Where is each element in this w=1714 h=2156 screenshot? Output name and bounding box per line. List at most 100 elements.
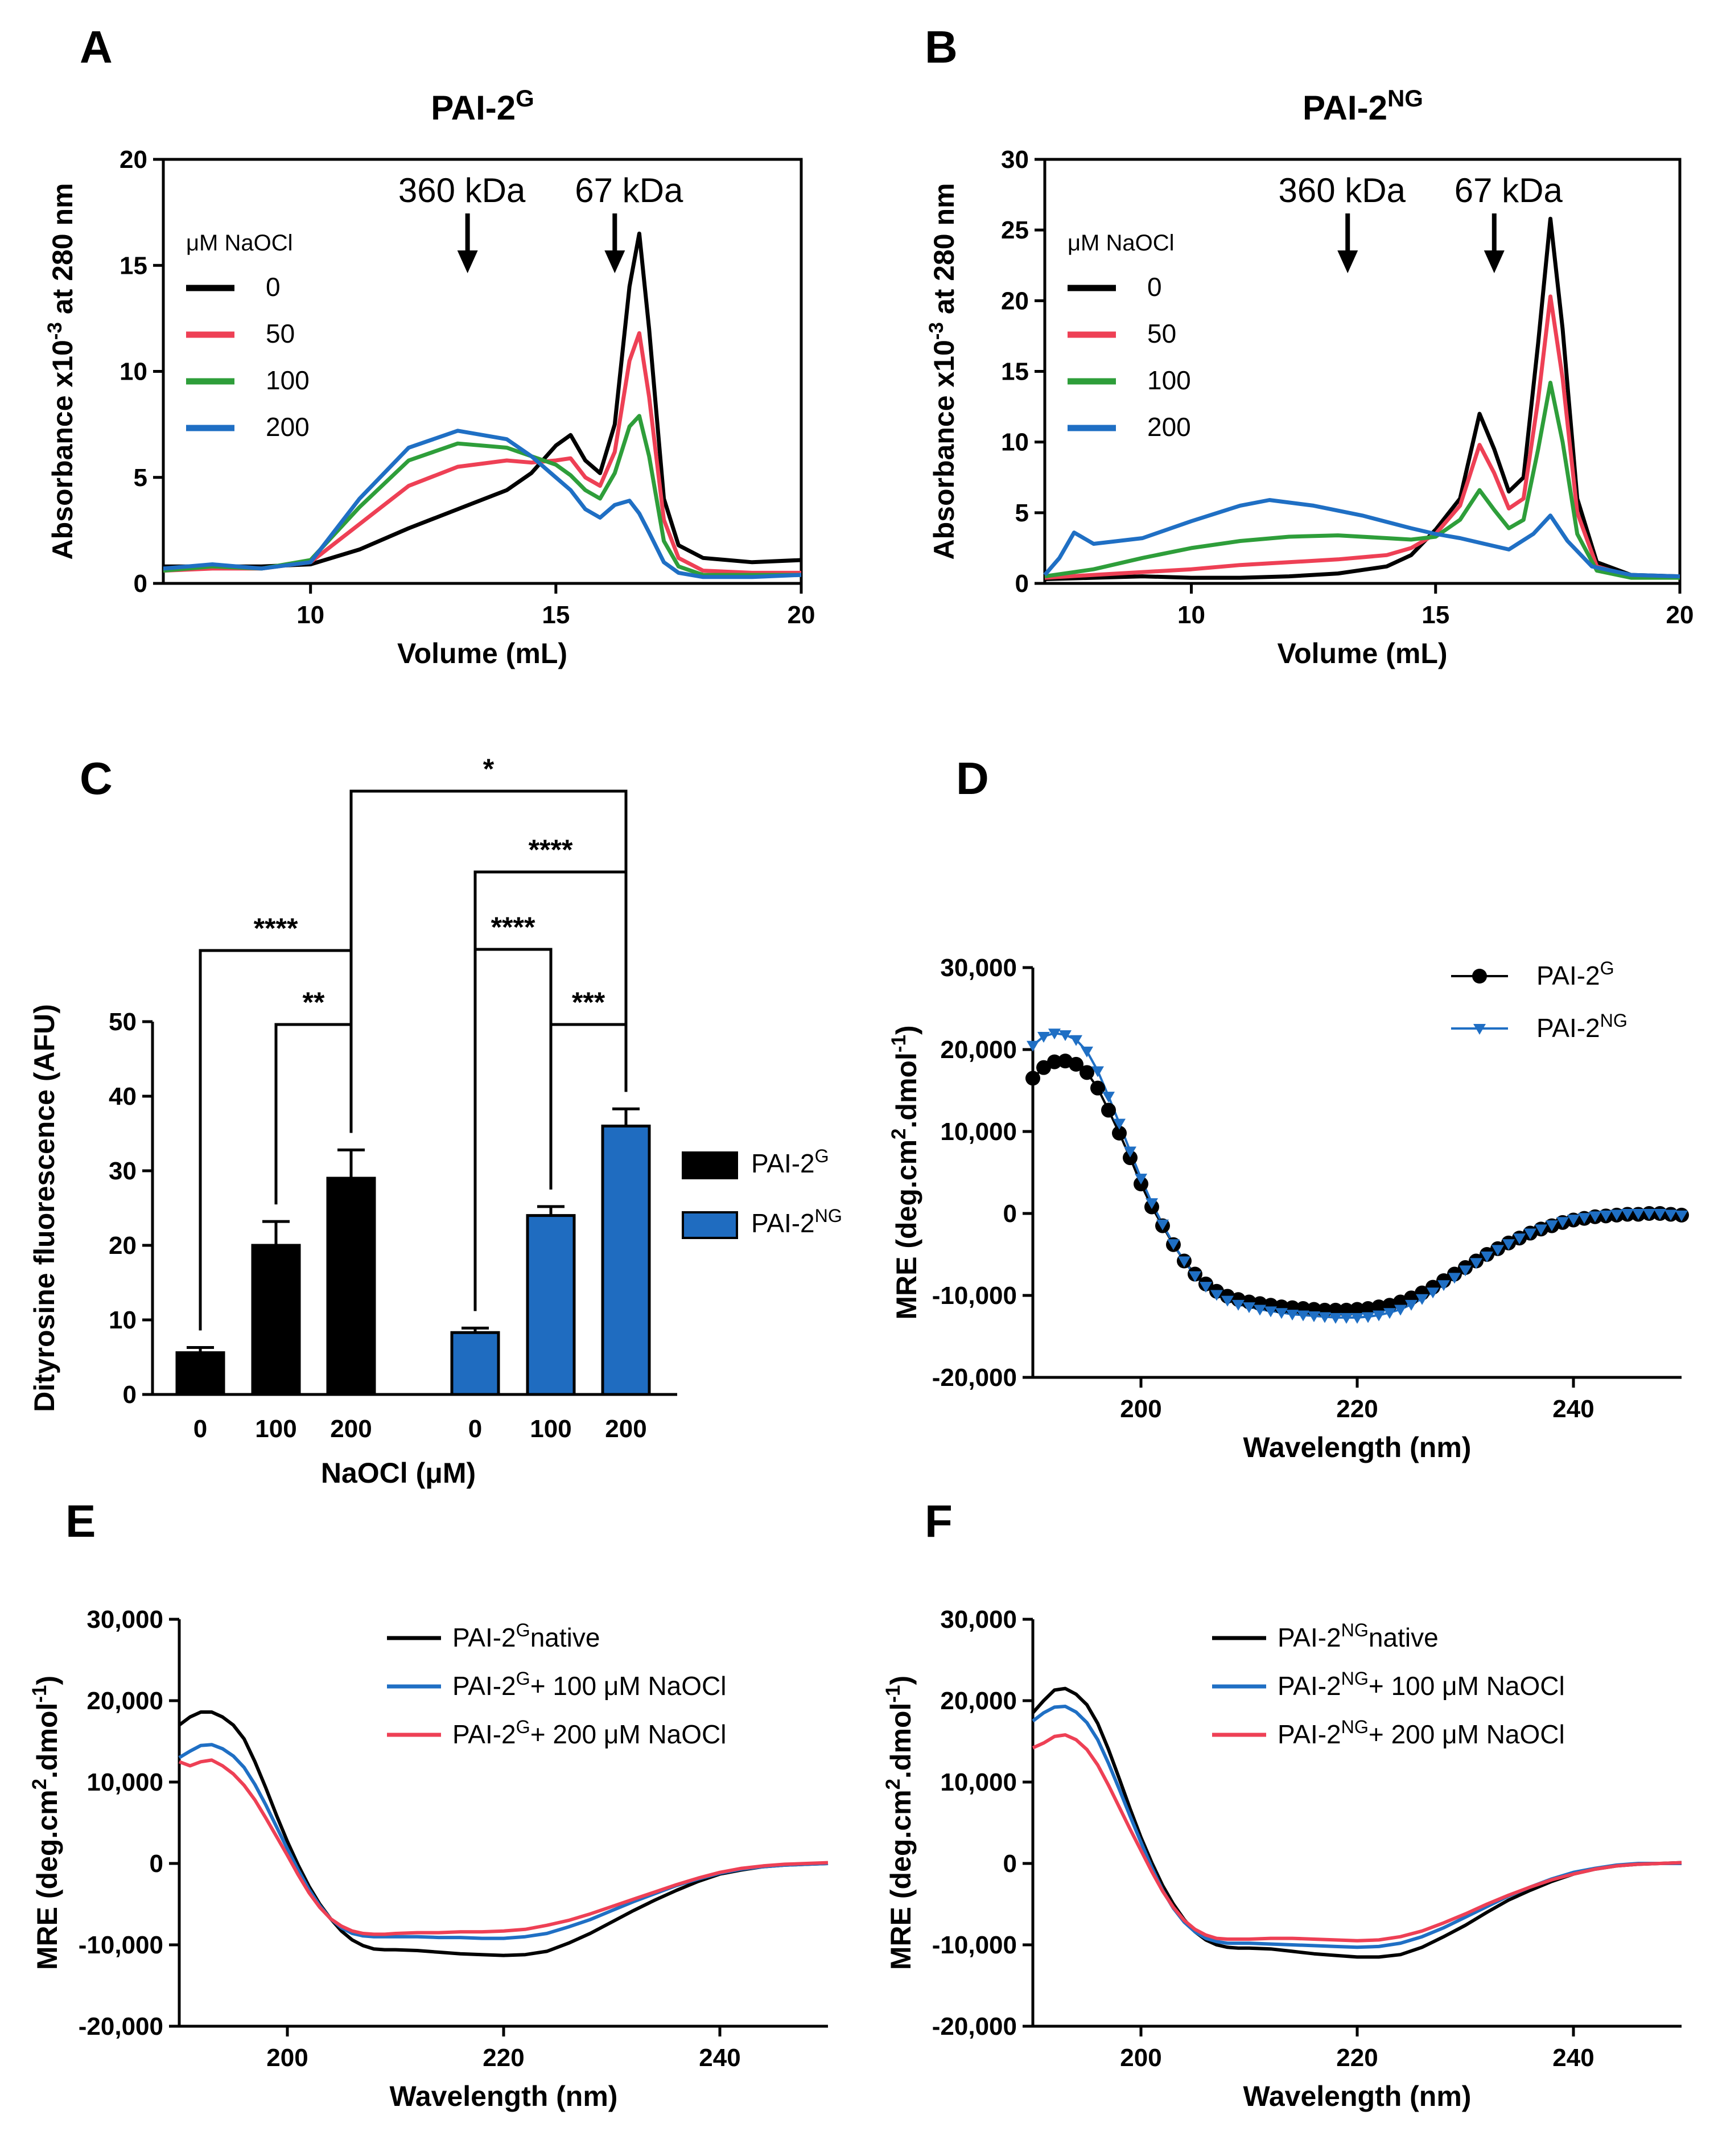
x-tick-label: 220 [483,2044,524,2072]
data-point [1589,1211,1601,1223]
y-axis-label-part: ) [885,1676,917,1685]
y-tick-label: 0 [150,1850,163,1878]
y-axis-label-sup: 2 [28,1779,51,1789]
legend-marker [1472,969,1487,984]
data-point [1405,1299,1418,1311]
x-tick-label: 15 [542,601,570,629]
legend-label: PAI-2NG+ 100 μM NaOCl [1278,1668,1565,1701]
marker-arrow-head [1337,250,1358,273]
significance-label: **** [254,912,298,944]
y-tick-label: 10,000 [940,1768,1017,1796]
data-point [1373,1310,1385,1322]
data-point [1275,1308,1288,1319]
y-tick-label: 0 [1003,1850,1017,1878]
y-axis-label-part: Absorbance x10 [47,340,79,559]
panel-title-B: PAI-2NG [1303,85,1423,127]
y-tick-label: 5 [1015,499,1029,527]
data-point [1654,1209,1666,1220]
significance-label: **** [529,834,573,866]
series-line-200MNaOCl [1032,1733,1682,1943]
data-point [1210,1290,1223,1301]
y-axis-label-part: .dmol [31,1703,63,1779]
legend-label-sup: G [516,1717,530,1737]
series-line-200 [163,429,802,579]
data-point [1080,1065,1094,1080]
y-tick-label: -20,000 [932,1364,1017,1392]
data-point [1513,1233,1526,1245]
y-axis-label-sup: 2 [888,1128,910,1139]
y-tick-label: 10,000 [940,1118,1017,1146]
marker-arrow-head [1484,250,1505,273]
x-tick-label: 0 [468,1415,482,1443]
x-tick-label: 100 [255,1415,296,1443]
x-tick-label: 10 [1177,601,1205,629]
legend-label: 50 [1147,319,1176,348]
y-tick-label: 0 [134,570,147,598]
y-axis-label: MRE (deg.cm2.dmol-1) [882,1676,917,1970]
series-line-native [1031,1686,1682,1959]
y-axis-label: Absorbance x10-3 at 280 nm [925,183,961,560]
x-tick-label: 240 [1552,1395,1594,1423]
data-point [1427,1287,1439,1299]
legend-title: μM NaOCl [186,231,293,256]
bar-NG-100 [526,1214,576,1396]
marker-label: 360 kDa [1279,171,1406,209]
y-tick-label: -20,000 [932,2013,1017,2040]
x-tick-label: 100 [530,1415,571,1443]
series-line-native [178,1710,829,1957]
legend-label-sup: NG [1341,1668,1369,1689]
y-tick-label: -20,000 [79,2013,163,2040]
y-axis-label-part: .dmol [891,1052,922,1128]
y-axis-label-part: MRE (deg.cm [31,1789,63,1970]
marker-label: 67 kDa [575,171,683,209]
data-point [1069,1056,1083,1072]
data-point [1101,1102,1116,1118]
data-point [1102,1092,1115,1103]
y-axis-label: MRE (deg.cm2.dmol-1) [28,1676,64,1970]
legend-label: PAI-2G [751,1146,829,1178]
y-tick-label: 30,000 [940,954,1017,982]
data-point [1621,1209,1634,1220]
data-point [1036,1060,1051,1075]
y-axis-label-part: MRE (deg.cm [891,1139,922,1320]
legend-label: PAI-2G+ 200 μM NaOCl [452,1717,727,1749]
y-tick-label: 25 [1001,216,1029,244]
x-tick-label: 200 [266,2044,308,2072]
x-tick-label: 20 [1666,601,1694,629]
y-tick-label: 20 [1001,287,1029,315]
x-tick-label: 200 [1120,2044,1161,2072]
data-point [1070,1035,1082,1046]
data-point [1167,1239,1180,1250]
y-tick-label: 20 [120,146,147,174]
legend-label-part: native [1369,1623,1439,1652]
legend-label-part: PAI-2 [1278,1719,1341,1749]
data-point [1675,1210,1688,1221]
significance-label: ** [303,986,325,1018]
y-axis-label-part: .dmol [885,1703,917,1779]
data-point [1059,1030,1072,1042]
data-point [1643,1209,1655,1220]
legend-marker [1473,1024,1486,1035]
data-point [1254,1305,1266,1316]
panel-label-C: C [80,753,113,804]
legend-label-sup: NG [1341,1717,1369,1737]
legend-label: 200 [1147,412,1191,442]
panel-title-A: PAI-2G [431,85,534,127]
panel-F: F 200 220 240 -20,000 -10,000 0 10,000 20,000 30,… [882,1496,1682,2112]
legend-label-part: PAI-2 [1536,1013,1600,1043]
data-point [1600,1210,1612,1221]
series-line-50 [163,331,801,575]
data-point [1340,1312,1353,1324]
legend-label-part: PAI-2 [452,1623,516,1652]
y-tick-label: 20,000 [940,1687,1017,1715]
x-tick-label: 20 [788,601,815,629]
data-point [1047,1054,1062,1069]
data-point [1025,1071,1040,1086]
y-axis-label-sup: -3 [44,322,66,340]
data-point [1578,1213,1591,1224]
data-point [1232,1299,1245,1311]
legend-label-part: PAI-2 [452,1671,516,1701]
data-point [1491,1245,1504,1256]
y-tick-label: 20,000 [940,1036,1017,1064]
